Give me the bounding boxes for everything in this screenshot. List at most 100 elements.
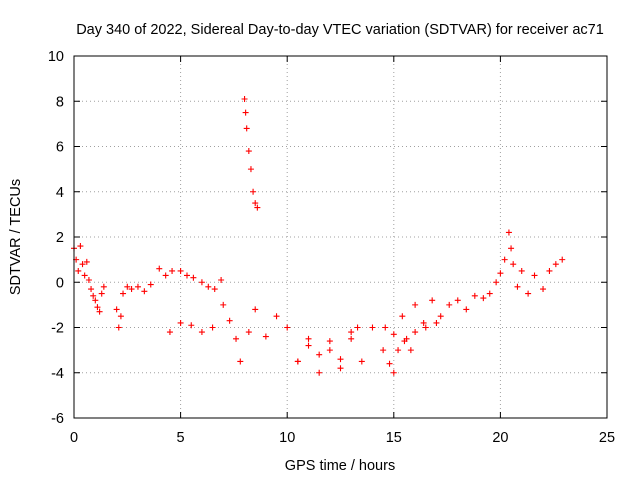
data-point bbox=[77, 243, 84, 250]
data-point bbox=[354, 324, 361, 331]
x-tick-label: 15 bbox=[386, 430, 402, 446]
data-point bbox=[390, 369, 397, 376]
x-axis-label: GPS time / hours bbox=[285, 458, 395, 474]
data-point bbox=[471, 292, 478, 299]
x-tick-label: 10 bbox=[279, 430, 295, 446]
data-point bbox=[198, 279, 205, 286]
x-axis-ticks: 0 5 10 15 20 25 bbox=[70, 56, 615, 446]
data-point bbox=[382, 324, 389, 331]
data-point bbox=[90, 292, 97, 299]
data-point bbox=[92, 297, 99, 304]
data-point bbox=[141, 288, 148, 295]
data-point bbox=[433, 319, 440, 326]
data-point bbox=[518, 267, 525, 274]
data-point bbox=[407, 347, 414, 354]
data-point bbox=[316, 351, 323, 358]
y-axis-ticks: -6 -4 -2 0 2 4 6 8 10 bbox=[48, 49, 607, 427]
data-point bbox=[412, 329, 419, 336]
data-point bbox=[198, 329, 205, 336]
data-point bbox=[273, 313, 280, 320]
data-point bbox=[190, 274, 197, 281]
data-point bbox=[124, 283, 131, 290]
data-point bbox=[559, 256, 566, 263]
data-point bbox=[120, 290, 127, 297]
data-point bbox=[245, 329, 252, 336]
y-tick-label: 10 bbox=[48, 49, 64, 65]
data-point bbox=[177, 319, 184, 326]
data-point bbox=[96, 308, 103, 315]
data-point bbox=[326, 347, 333, 354]
data-point bbox=[505, 229, 512, 236]
plot-frame bbox=[73, 55, 608, 419]
data-point bbox=[305, 335, 312, 342]
data-point bbox=[79, 261, 86, 268]
data-point bbox=[348, 335, 355, 342]
data-point bbox=[115, 324, 122, 331]
data-point bbox=[156, 265, 163, 272]
data-point bbox=[422, 324, 429, 331]
y-tick-label: -2 bbox=[51, 321, 64, 337]
data-point bbox=[525, 290, 532, 297]
data-point bbox=[134, 283, 141, 290]
x-tick-label: 25 bbox=[599, 430, 615, 446]
data-point bbox=[552, 261, 559, 268]
data-point bbox=[205, 283, 212, 290]
data-point bbox=[252, 306, 259, 313]
x-tick-label: 0 bbox=[70, 430, 78, 446]
data-point bbox=[98, 290, 105, 297]
data-point bbox=[380, 347, 387, 354]
data-point bbox=[237, 358, 244, 365]
y-axis-label: SDTVAR / TECUs bbox=[8, 179, 24, 295]
data-point bbox=[348, 329, 355, 336]
data-point bbox=[326, 338, 333, 345]
data-point bbox=[463, 306, 470, 313]
data-point bbox=[454, 297, 461, 304]
y-tick-label: -6 bbox=[51, 411, 64, 427]
data-point bbox=[386, 360, 393, 367]
data-point bbox=[401, 338, 408, 345]
data-point bbox=[501, 256, 508, 263]
y-tick-label: 8 bbox=[56, 94, 64, 110]
data-point bbox=[226, 317, 233, 324]
data-point bbox=[242, 109, 249, 116]
data-point bbox=[247, 166, 254, 173]
data-point bbox=[508, 245, 515, 252]
data-point bbox=[94, 304, 101, 311]
data-point bbox=[420, 319, 427, 326]
data-point bbox=[245, 148, 252, 155]
data-point bbox=[241, 95, 248, 102]
chart-title: Day 340 of 2022, Sidereal Day-to-day VTE… bbox=[76, 22, 604, 38]
data-point bbox=[147, 281, 154, 288]
data-point bbox=[480, 295, 487, 302]
data-point bbox=[243, 125, 250, 132]
data-point bbox=[252, 200, 259, 207]
x-tick-label: 5 bbox=[177, 430, 185, 446]
data-point bbox=[100, 283, 107, 290]
data-point bbox=[81, 272, 88, 279]
data-point bbox=[437, 313, 444, 320]
x-tick-label: 20 bbox=[492, 430, 508, 446]
data-point bbox=[220, 301, 227, 308]
data-point bbox=[429, 297, 436, 304]
data-point bbox=[486, 290, 493, 297]
data-point bbox=[337, 365, 344, 372]
data-point bbox=[531, 272, 538, 279]
data-point bbox=[412, 301, 419, 308]
data-point bbox=[395, 347, 402, 354]
data-point bbox=[399, 313, 406, 320]
data-point bbox=[88, 286, 95, 293]
data-point bbox=[369, 324, 376, 331]
data-point bbox=[177, 267, 184, 274]
data-point bbox=[169, 267, 176, 274]
y-tick-label: 4 bbox=[56, 185, 64, 201]
data-point bbox=[262, 333, 269, 340]
data-point bbox=[209, 324, 216, 331]
data-point bbox=[117, 313, 124, 320]
data-point bbox=[493, 279, 500, 286]
data-point bbox=[188, 322, 195, 329]
data-point bbox=[83, 258, 90, 265]
y-tick-label: 6 bbox=[56, 140, 64, 156]
data-point bbox=[113, 306, 120, 313]
data-point bbox=[337, 356, 344, 363]
